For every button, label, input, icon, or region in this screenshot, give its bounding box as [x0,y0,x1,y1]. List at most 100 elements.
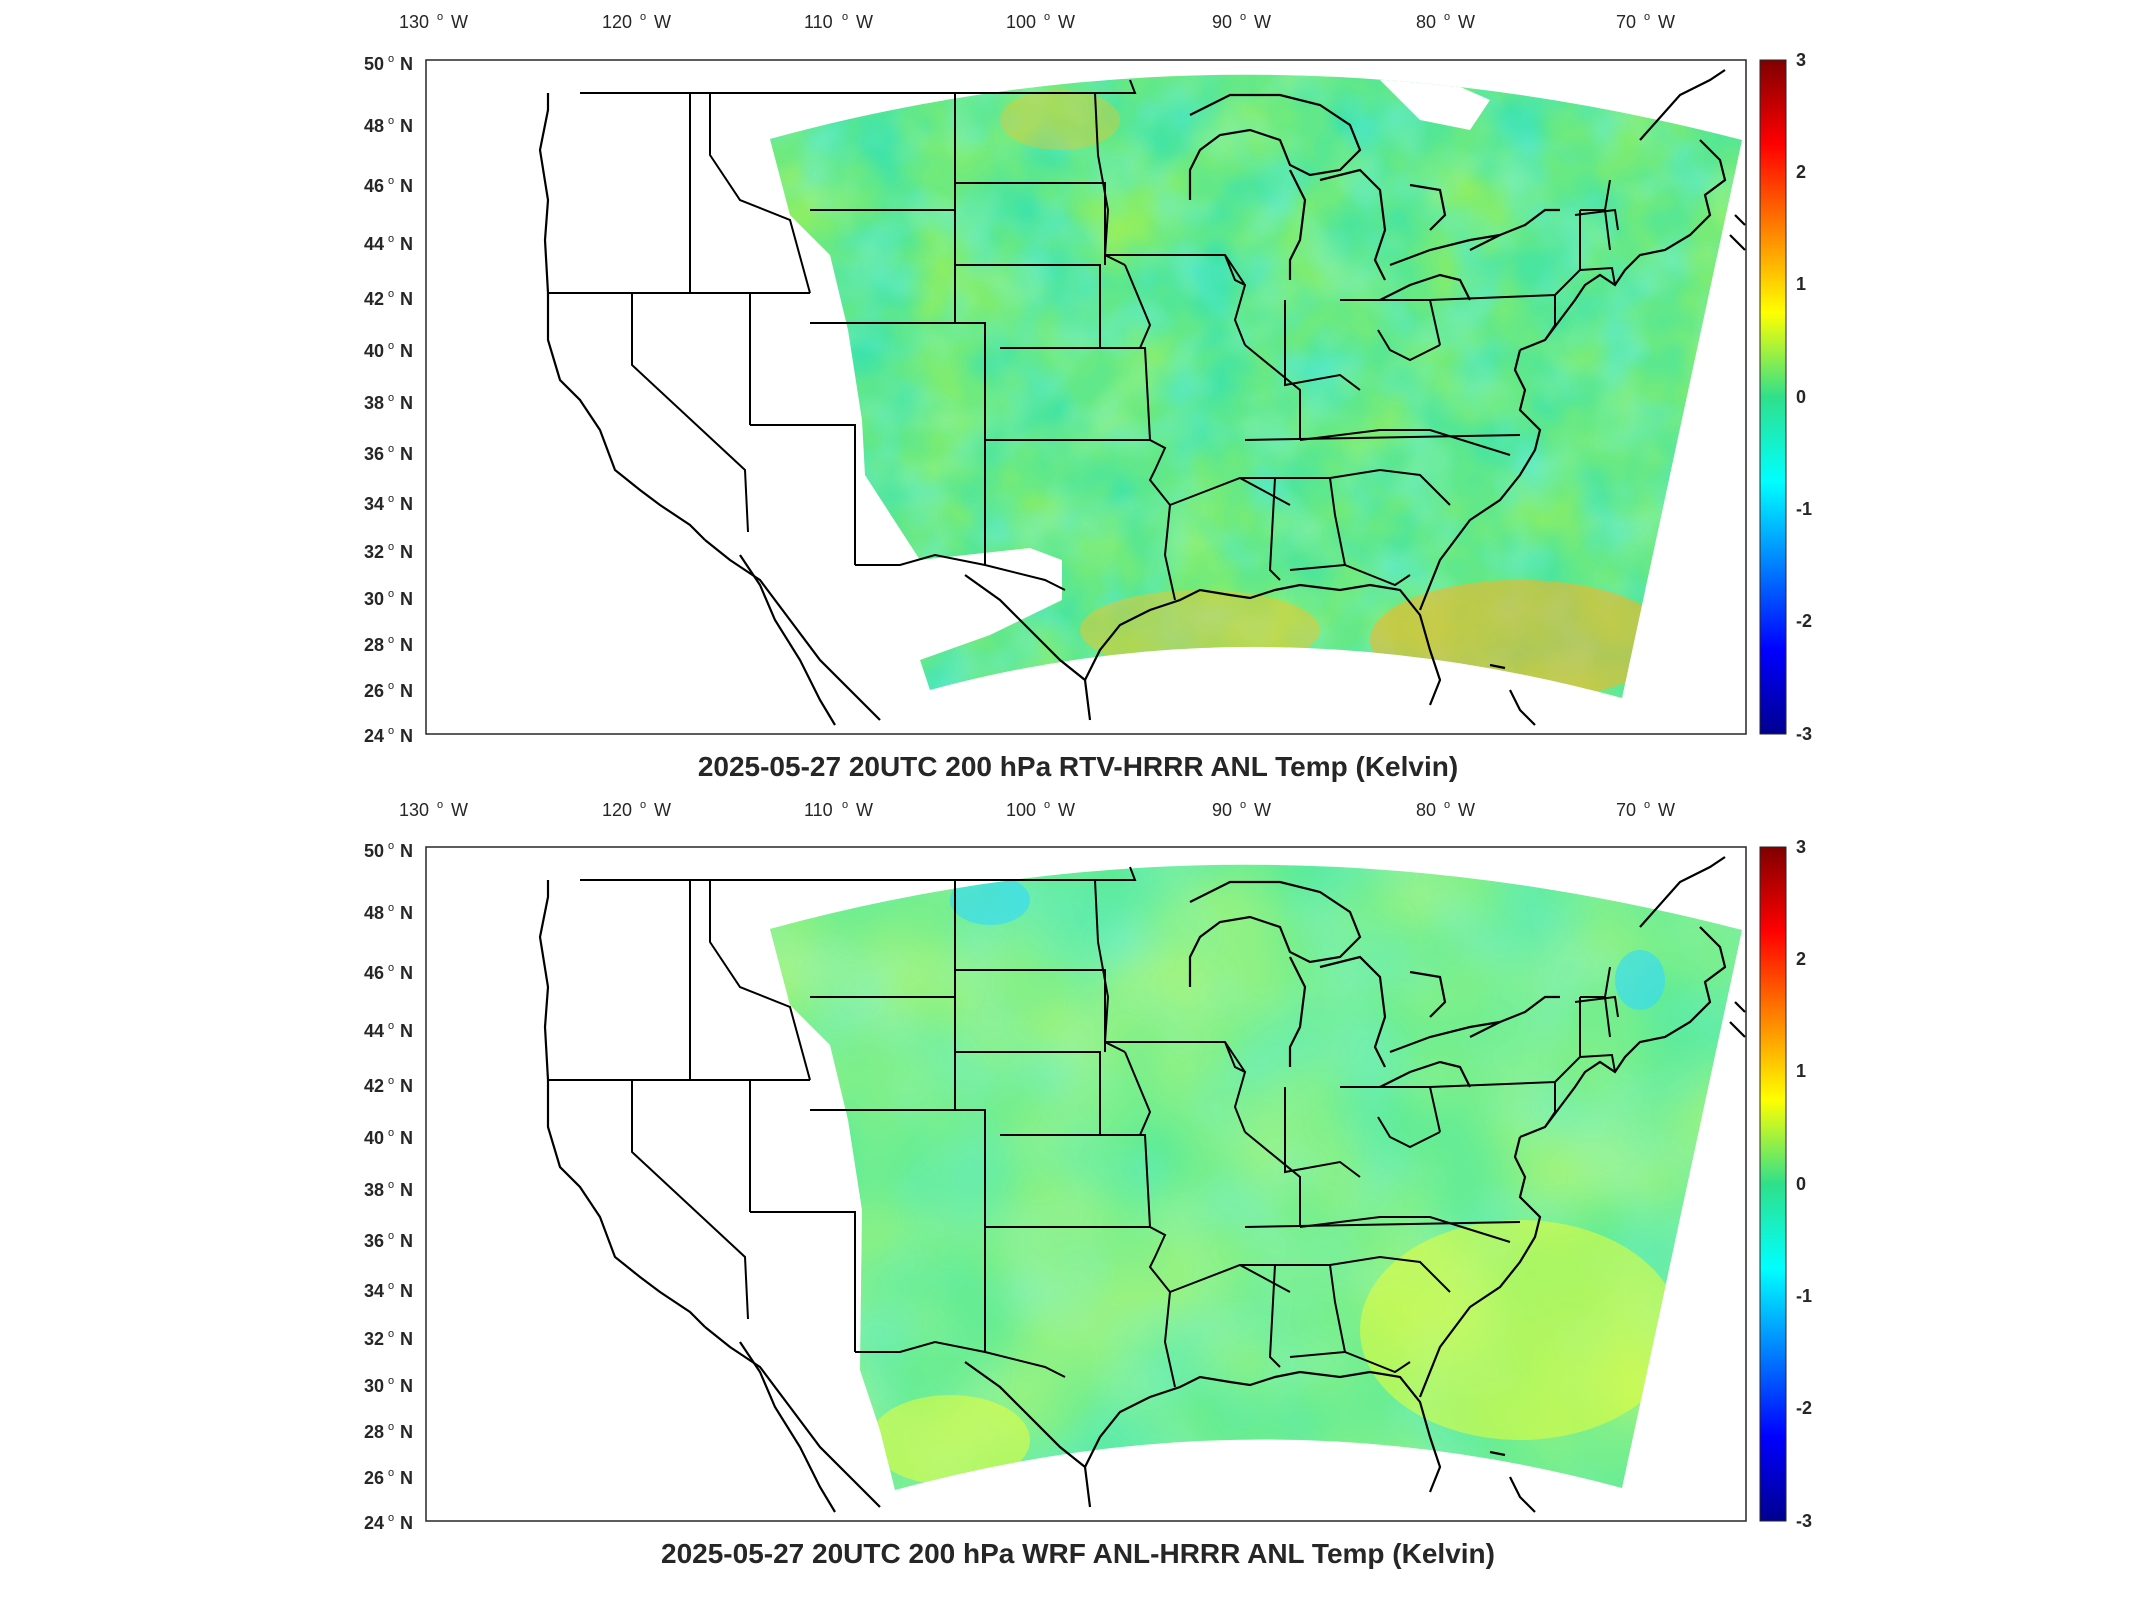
map-panel-rtv: 3 2 1 0 -1 -2 -3 130 o W 120 o W 110 o W 100 o W… [0,0,2133,790]
lon-tick-hemi: W [451,12,468,32]
degree-mark: o [388,1375,394,1387]
lat-tick-hemi: N [400,1376,413,1396]
lat-tick: 34 o N [364,493,413,514]
lon-tick-deg: 130 [399,800,429,820]
map-panel-wrf: 3 2 1 0 -1 -2 -3 130 o W 120 o W 110 o W 100 o W… [0,790,2133,1600]
lat-tick-hemi: N [400,1180,413,1200]
lat-tick: 28 o N [364,634,413,655]
lat-tick-deg: 48 [364,903,384,923]
degree-mark: o [388,1280,394,1292]
lat-tick-deg: 50 [364,841,384,861]
lat-tick-hemi: N [400,903,413,923]
lat-tick-deg: 48 [364,116,384,136]
lon-tick-hemi: W [1658,800,1675,820]
lat-tick-hemi: N [400,116,413,136]
lon-tick-hemi: W [1458,12,1475,32]
degree-mark: o [640,11,646,23]
lon-tick-deg: 100 [1006,800,1036,820]
lat-tick: 36 o N [364,1230,413,1251]
lat-tick-deg: 36 [364,1231,384,1251]
latitude-tick-labels: 50 o N 48 o N 46 o N 44 o N 42 o N 40 o N 38 o N 36 o N … [364,53,413,746]
lat-tick-deg: 28 [364,1422,384,1442]
lon-tick-hemi: W [856,800,873,820]
lat-tick-hemi: N [400,542,413,562]
lon-tick-deg: 120 [602,12,632,32]
lat-tick-hemi: N [400,1468,413,1488]
lon-tick: 70 o W [1616,11,1675,32]
lat-tick: 42 o N [364,1075,413,1096]
lat-tick-hemi: N [400,1128,413,1148]
colorbar-tick-label: 2 [1796,162,1806,182]
lon-tick-deg: 110 [804,12,833,32]
lon-tick: 120 o W [602,799,671,820]
degree-mark: o [640,799,646,811]
lat-tick-deg: 50 [364,54,384,74]
degree-mark: o [1644,799,1650,811]
map-figure-rtv: 3 2 1 0 -1 -2 -3 130 o W 120 o W 110 o W 100 o W… [364,11,1812,782]
lat-tick-deg: 26 [364,1468,384,1488]
lat-tick: 30 o N [364,1375,413,1396]
lat-tick-deg: 40 [364,1128,384,1148]
longitude-tick-labels: 130 o W 120 o W 110 o W 100 o W 90 o W 80 o W 70 o W [399,799,1675,820]
lat-tick: 42 o N [364,288,413,309]
lat-tick: 38 o N [364,1179,413,1200]
lat-tick-hemi: N [400,963,413,983]
state-borders [548,79,1619,601]
lat-tick: 28 o N [364,1421,413,1442]
lat-tick: 44 o N [364,233,413,254]
degree-mark: o [388,1467,394,1479]
lat-tick-hemi: N [400,726,413,746]
lon-tick-hemi: W [451,800,468,820]
lat-tick: 24 o N [364,725,413,746]
lon-tick: 100 o W [1006,799,1075,820]
lat-tick-deg: 44 [364,234,384,254]
degree-mark: o [388,588,394,600]
lon-tick: 80 o W [1416,799,1475,820]
lon-tick: 90 o W [1212,799,1271,820]
lon-tick-hemi: W [1058,12,1075,32]
state-borders [548,866,1619,1388]
degree-mark: o [388,233,394,245]
coastlines [538,69,1746,726]
colorbar-tick-label: -2 [1796,611,1812,631]
lon-tick: 90 o W [1212,11,1271,32]
degree-mark: o [388,493,394,505]
lon-tick-hemi: W [654,800,671,820]
degree-mark: o [388,288,394,300]
lat-tick-deg: 46 [364,963,384,983]
colorbar-tick-label: 3 [1796,837,1806,857]
colorbar-tick-label: -1 [1796,1286,1812,1306]
colorbar-tick-label: 0 [1796,387,1806,407]
lat-tick-hemi: N [400,289,413,309]
degree-mark: o [1444,11,1450,23]
map-figure-wrf: 3 2 1 0 -1 -2 -3 130 o W 120 o W 110 o W 100 o W… [364,799,1812,1569]
degree-mark: o [388,392,394,404]
lon-tick: 130 o W [399,799,468,820]
lat-tick-deg: 24 [364,1513,384,1533]
lat-tick: 50 o N [364,53,413,74]
lat-tick-hemi: N [400,589,413,609]
lat-tick-hemi: N [400,494,413,514]
longitude-tick-labels: 130 o W 120 o W 110 o W 100 o W 90 o W 80 o W 70 o W [399,11,1675,32]
lat-tick-hemi: N [400,1422,413,1442]
degree-mark: o [388,53,394,65]
degree-mark: o [388,1421,394,1433]
lon-tick-deg: 100 [1006,12,1036,32]
latitude-tick-labels: 50 o N 48 o N 46 o N 44 o N 42 o N 40 o N 38 o N 36 o N … [364,840,413,1533]
lon-tick-deg: 130 [399,12,429,32]
map-title: 2025-05-27 20UTC 200 hPa RTV-HRRR ANL Te… [698,751,1458,782]
lat-tick: 48 o N [364,902,413,923]
lon-tick-hemi: W [1254,800,1271,820]
colorbar-tick-labels: 3 2 1 0 -1 -2 -3 [1796,50,1812,744]
lat-tick-deg: 38 [364,1180,384,1200]
colorbar [1759,59,1787,735]
lat-tick-deg: 34 [364,494,384,514]
lat-tick: 40 o N [364,1127,413,1148]
lon-tick-deg: 70 [1616,12,1636,32]
colorbar-tick-label: 1 [1796,1061,1806,1081]
lat-tick-hemi: N [400,1021,413,1041]
lon-tick-deg: 70 [1616,800,1636,820]
degree-mark: o [1444,799,1450,811]
lon-tick-hemi: W [1458,800,1475,820]
colorbar-tick-label: -3 [1796,1511,1812,1531]
